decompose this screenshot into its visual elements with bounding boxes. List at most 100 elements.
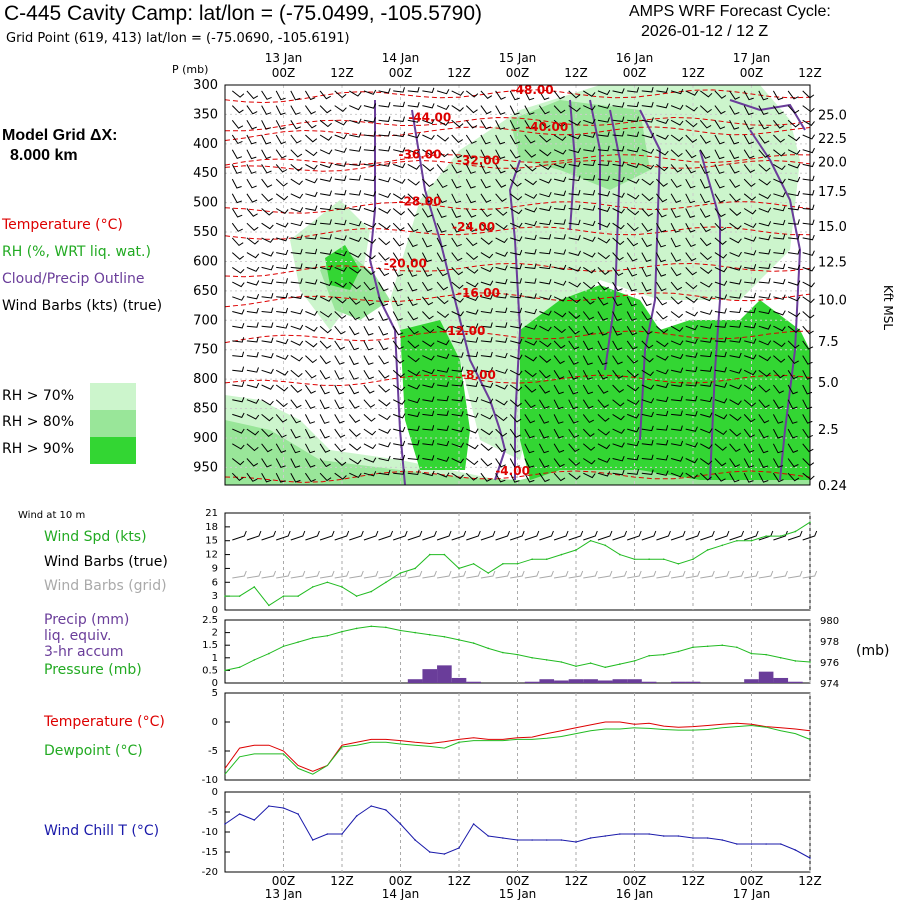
wind-barb xyxy=(524,443,535,454)
wind-barb xyxy=(363,296,375,306)
wind-barb xyxy=(495,352,508,359)
wind-barb xyxy=(583,472,596,479)
pressure-tick-label: 850 xyxy=(193,402,218,417)
wind-barb xyxy=(641,252,652,263)
wind-barb xyxy=(495,458,506,468)
wind-barb xyxy=(495,428,508,437)
pressure-point xyxy=(648,654,650,657)
wind-barb xyxy=(319,265,333,271)
wind-barb xyxy=(773,119,785,129)
wind-barb xyxy=(393,147,406,153)
wind10m-barb-grid xyxy=(349,570,364,579)
wind-barb xyxy=(700,337,713,343)
wind-barb xyxy=(524,134,536,144)
temperature-contour-label: -28.00 xyxy=(399,195,442,209)
wind10m-barb-true xyxy=(466,530,481,541)
legend-rh: RH (%, WRT liq. wat.) xyxy=(2,244,151,260)
wind-barb xyxy=(334,250,347,257)
wind-barb xyxy=(393,426,406,433)
wind10m-title: Wind at 10 m xyxy=(18,510,86,521)
wind-barb xyxy=(509,428,521,438)
wind10m-barb-grid xyxy=(524,570,540,579)
wind-barb xyxy=(773,278,786,285)
wind-barb xyxy=(802,472,815,481)
wind-barb xyxy=(436,281,449,291)
wind-barb xyxy=(758,90,769,101)
wind-barb xyxy=(363,267,376,276)
wind-speed-point xyxy=(662,558,665,560)
wind-barb xyxy=(231,193,242,204)
wind-barb xyxy=(334,266,348,272)
wind-barb xyxy=(407,454,420,461)
wind-speed-point xyxy=(779,535,782,537)
wind-barb xyxy=(744,292,756,299)
wind-barb xyxy=(246,322,259,328)
wind-barb xyxy=(641,384,655,390)
wind-barb xyxy=(597,443,611,450)
wind-barb xyxy=(641,281,652,292)
wind-barb xyxy=(495,399,508,406)
wind-barb xyxy=(304,443,316,454)
wind-barb xyxy=(612,469,625,476)
wind-barb xyxy=(553,370,565,380)
wind-barb xyxy=(627,87,640,93)
cloud-outline xyxy=(699,149,721,481)
wind-barb xyxy=(246,382,260,389)
temperature-panel-tick-label: -5 xyxy=(208,746,218,757)
wind-barb xyxy=(714,367,727,373)
wind-barb xyxy=(261,399,274,406)
wind-barb xyxy=(744,264,757,270)
windchill-point xyxy=(779,843,782,845)
wind-barb xyxy=(392,222,405,232)
wind-barb xyxy=(276,307,289,314)
wind-barb xyxy=(539,248,552,255)
wind-barb xyxy=(392,296,403,307)
wind-barb xyxy=(407,86,420,93)
windchill-point xyxy=(706,837,709,839)
wind-barb xyxy=(743,105,754,116)
pressure-point xyxy=(341,630,343,633)
wind-barb xyxy=(392,267,403,277)
windchill-point xyxy=(355,815,358,817)
wind-barb xyxy=(743,134,754,145)
wind-barb xyxy=(568,340,580,350)
wind-barb xyxy=(773,205,786,212)
wind-barb xyxy=(597,131,610,137)
wind-barb xyxy=(539,234,552,240)
temperature-contour xyxy=(224,292,811,308)
wind-barb xyxy=(685,381,698,387)
wind-barb xyxy=(348,428,361,437)
wind-barb xyxy=(378,442,391,448)
wind-barb xyxy=(436,296,449,305)
wind-barb xyxy=(246,266,260,272)
wind-barb xyxy=(685,352,698,358)
temperature-contour xyxy=(224,159,811,172)
wind-barb xyxy=(378,355,389,365)
top-hour-label: 12Z xyxy=(798,66,822,80)
wind-barb xyxy=(349,458,362,465)
wind-barb xyxy=(758,134,770,144)
wind-speed-point xyxy=(736,539,738,542)
wind-barb xyxy=(773,134,785,143)
wind-speed-point xyxy=(224,595,226,597)
wind-barb xyxy=(553,340,566,349)
wind-barb xyxy=(700,323,713,329)
wind-barb xyxy=(465,119,478,129)
wind-barb xyxy=(538,90,550,101)
wind-barb xyxy=(319,325,332,334)
wind10m-barb-grid xyxy=(787,570,803,579)
wind-barb xyxy=(276,338,289,345)
wind-barb xyxy=(524,178,537,186)
wind-barb xyxy=(510,278,522,284)
wind-barb xyxy=(758,293,771,299)
wind-barb xyxy=(465,164,476,174)
pressure-tick-label: 800 xyxy=(193,372,218,387)
wind-barb xyxy=(612,325,623,336)
precip-bar xyxy=(437,665,452,683)
precip-bar xyxy=(568,679,584,683)
wind-barb xyxy=(787,370,799,380)
wind-speed-point xyxy=(443,553,446,556)
wind-barb xyxy=(597,340,608,351)
wind-barb xyxy=(320,190,332,196)
wind-barb xyxy=(451,222,462,233)
